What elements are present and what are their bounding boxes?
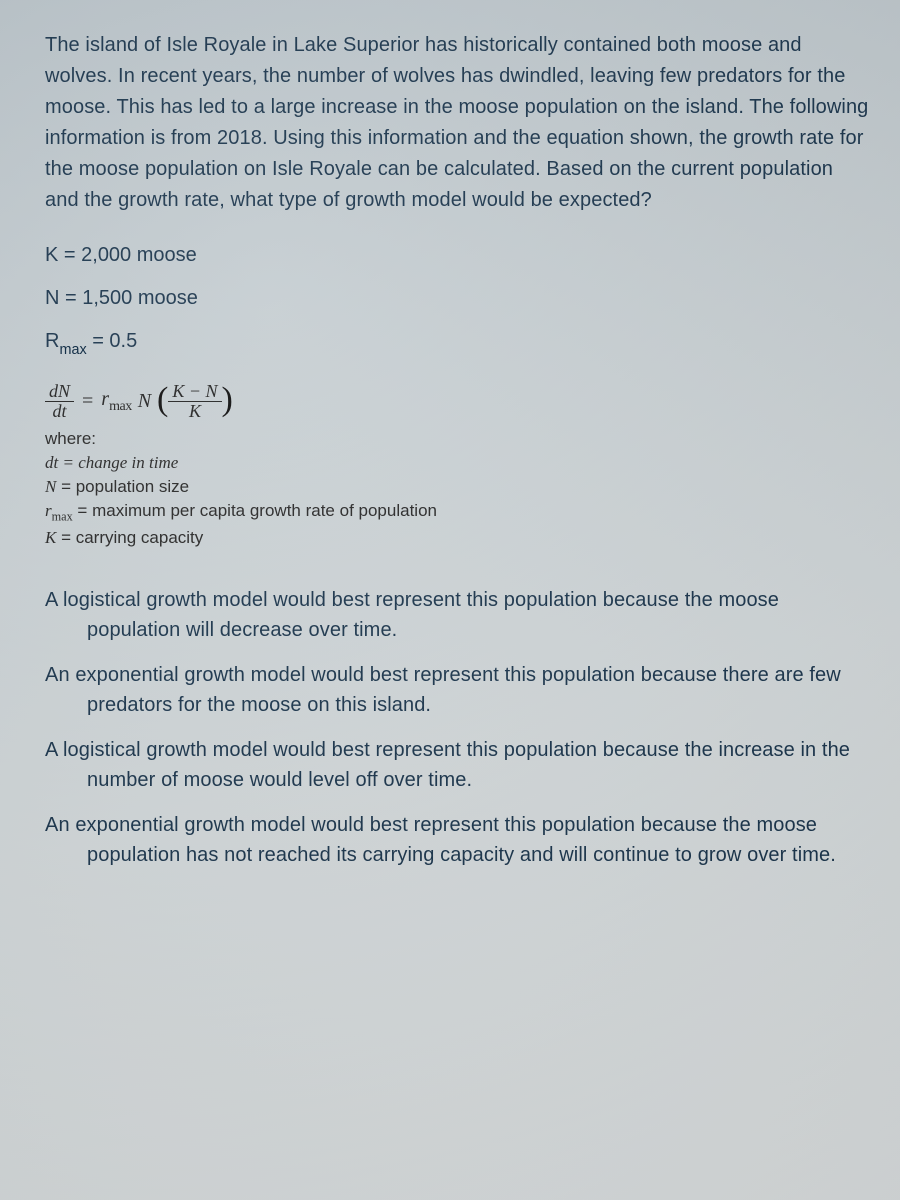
where-n-def: = population size [56,477,189,496]
formula-r: rmax [101,388,131,415]
formula-r-var: r [101,388,109,410]
where-dt: dt = change in time [45,451,870,475]
answer-option-c[interactable]: A logistical growth model would best rep… [45,736,870,795]
given-k: K = 2,000 moose [45,244,870,267]
formula-rhs-den: K [185,402,205,421]
formula-lhs-num: dN [45,382,74,402]
question-prompt: The island of Isle Royale in Lake Superi… [45,30,870,216]
formula-lhs-fraction: dN dt [45,382,74,421]
where-n-var: N [45,477,56,496]
given-n: N = 1,500 moose [45,287,870,310]
where-k-def: = carrying capacity [56,528,203,547]
where-label: where: [45,429,870,449]
formula-lhs-den: dt [49,402,71,421]
where-r-sub: max [52,509,73,523]
answer-list: A logistical growth model would best rep… [45,586,870,871]
answer-option-b[interactable]: An exponential growth model would best r… [45,661,870,720]
formula-equation: dN dt = rmax N ( K − N K ) [45,382,870,421]
where-k-var: K [45,528,56,547]
formula-paren-group: ( K − N K ) [157,382,233,421]
formula-rhs-num: K − N [168,382,221,402]
formula-equals: = [80,390,95,413]
where-n: N = population size [45,475,870,499]
where-dt-text: dt = change in time [45,453,178,472]
answer-option-a[interactable]: A logistical growth model would best rep… [45,586,870,645]
where-r-var: r [45,501,52,520]
given-rmax: Rmax = 0.5 [45,330,870,356]
where-k: K = carrying capacity [45,526,870,550]
where-list: dt = change in time N = population size … [45,451,870,550]
rmax-suffix: = 0.5 [87,330,138,352]
formula-block: dN dt = rmax N ( K − N K ) where: dt = c… [45,382,870,550]
rmax-sub: max [59,342,86,358]
answer-option-d[interactable]: An exponential growth model would best r… [45,811,870,870]
where-r-def: = maximum per capita growth rate of popu… [73,501,437,520]
formula-n: N [138,390,151,413]
formula-r-sub: max [109,399,132,414]
where-r: rmax = maximum per capita growth rate of… [45,499,870,526]
formula-rhs-fraction: K − N K [168,382,221,421]
rmax-prefix: R [45,330,59,352]
